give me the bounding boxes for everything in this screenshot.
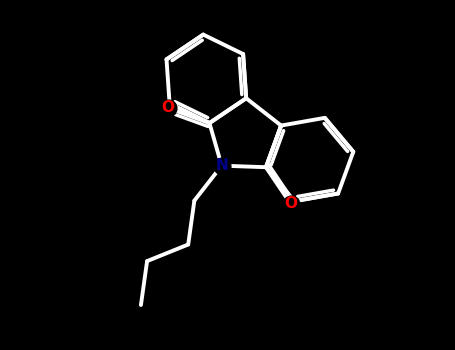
Text: O: O [284, 196, 297, 211]
Text: O: O [161, 100, 174, 116]
Text: N: N [215, 158, 228, 173]
